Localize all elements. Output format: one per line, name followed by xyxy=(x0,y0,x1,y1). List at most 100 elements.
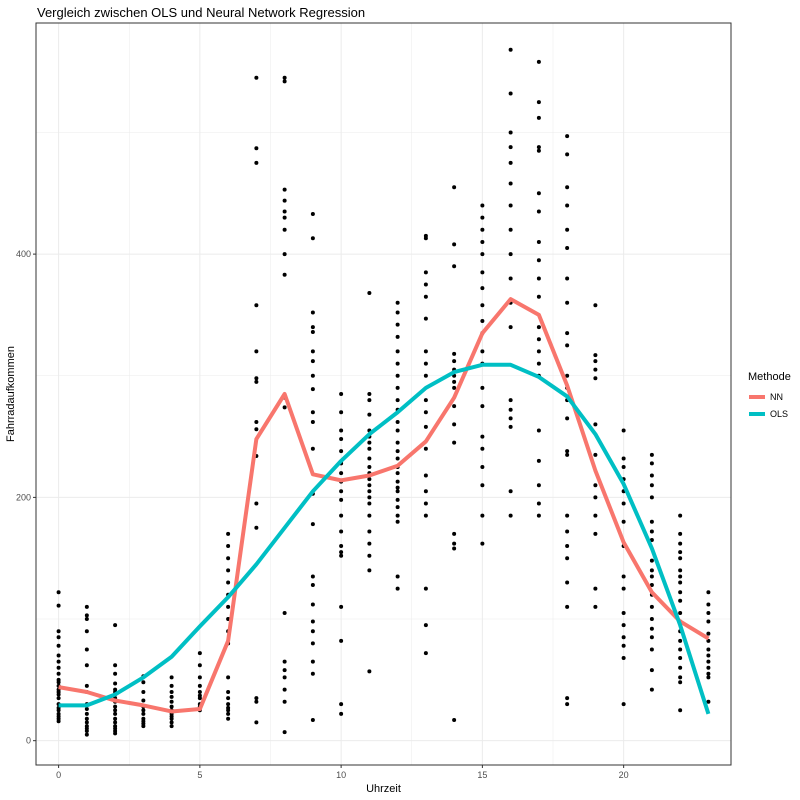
data-point xyxy=(593,495,598,500)
data-point xyxy=(536,325,541,330)
data-point xyxy=(508,130,513,135)
data-point xyxy=(56,629,61,634)
data-point xyxy=(536,100,541,105)
data-point xyxy=(508,416,513,421)
data-point xyxy=(367,412,372,417)
data-point xyxy=(169,716,174,721)
data-point xyxy=(141,690,146,695)
data-point xyxy=(565,580,570,585)
data-point xyxy=(593,353,598,358)
data-point xyxy=(310,659,315,664)
data-point xyxy=(395,505,400,510)
data-point xyxy=(508,160,513,165)
data-point xyxy=(480,270,485,275)
data-point xyxy=(395,361,400,366)
data-point xyxy=(480,483,485,488)
data-point xyxy=(565,227,570,232)
data-point xyxy=(480,286,485,291)
data-point xyxy=(113,711,118,716)
data-point xyxy=(565,343,570,348)
data-point xyxy=(678,574,683,579)
y-tick-label: 0 xyxy=(26,736,31,746)
data-point xyxy=(649,635,654,640)
data-point xyxy=(113,708,118,713)
data-point xyxy=(310,236,315,241)
data-point xyxy=(395,300,400,305)
data-point xyxy=(706,619,711,624)
data-point xyxy=(423,651,428,656)
data-point xyxy=(536,337,541,342)
data-point xyxy=(480,239,485,244)
data-point xyxy=(536,239,541,244)
data-point xyxy=(621,428,626,433)
data-point xyxy=(565,544,570,549)
legend: Methode NN OLS xyxy=(748,371,791,419)
data-point xyxy=(480,252,485,257)
data-point xyxy=(423,623,428,628)
data-point xyxy=(452,359,457,364)
data-point xyxy=(423,282,428,287)
data-point xyxy=(423,236,428,241)
data-point xyxy=(226,544,231,549)
data-point xyxy=(536,59,541,64)
data-point xyxy=(141,680,146,685)
data-point xyxy=(508,424,513,429)
data-point xyxy=(621,464,626,469)
data-point xyxy=(310,310,315,315)
data-point xyxy=(84,716,89,721)
data-point xyxy=(84,604,89,609)
data-point xyxy=(452,385,457,390)
grid xyxy=(36,23,731,765)
data-point xyxy=(339,604,344,609)
data-point xyxy=(678,541,683,546)
data-point xyxy=(395,419,400,424)
data-point xyxy=(508,407,513,412)
data-point xyxy=(395,322,400,327)
data-point xyxy=(84,647,89,652)
data-point xyxy=(649,604,654,609)
data-point xyxy=(339,449,344,454)
data-point xyxy=(423,501,428,506)
data-point xyxy=(395,497,400,502)
data-point xyxy=(593,483,598,488)
data-point xyxy=(310,671,315,676)
data-point xyxy=(508,276,513,281)
data-point xyxy=(395,373,400,378)
data-point xyxy=(339,513,344,518)
data-point xyxy=(395,440,400,445)
data-point xyxy=(508,145,513,150)
data-point xyxy=(480,434,485,439)
data-point xyxy=(84,720,89,725)
data-point xyxy=(649,558,654,563)
legend-label-ols: OLS xyxy=(770,409,788,419)
data-point xyxy=(84,617,89,622)
data-point xyxy=(367,398,372,403)
data-point xyxy=(565,449,570,454)
data-point xyxy=(649,582,654,587)
data-point xyxy=(621,586,626,591)
data-point xyxy=(621,702,626,707)
data-point xyxy=(282,187,287,192)
data-point xyxy=(423,473,428,478)
data-point xyxy=(508,513,513,518)
data-point xyxy=(226,708,231,713)
data-point xyxy=(678,610,683,615)
data-point xyxy=(480,404,485,409)
x-tick-label: 0 xyxy=(56,770,61,780)
data-point xyxy=(536,276,541,281)
data-point xyxy=(678,598,683,603)
data-point xyxy=(565,556,570,561)
data-point xyxy=(339,544,344,549)
data-point xyxy=(536,294,541,299)
data-point xyxy=(395,349,400,354)
data-point xyxy=(282,79,287,84)
data-point xyxy=(706,590,711,595)
plot-border xyxy=(35,22,732,766)
data-point xyxy=(649,617,654,622)
data-point xyxy=(282,659,287,664)
data-point xyxy=(56,680,61,685)
data-point xyxy=(565,529,570,534)
data-point xyxy=(113,663,118,668)
data-point xyxy=(310,325,315,330)
